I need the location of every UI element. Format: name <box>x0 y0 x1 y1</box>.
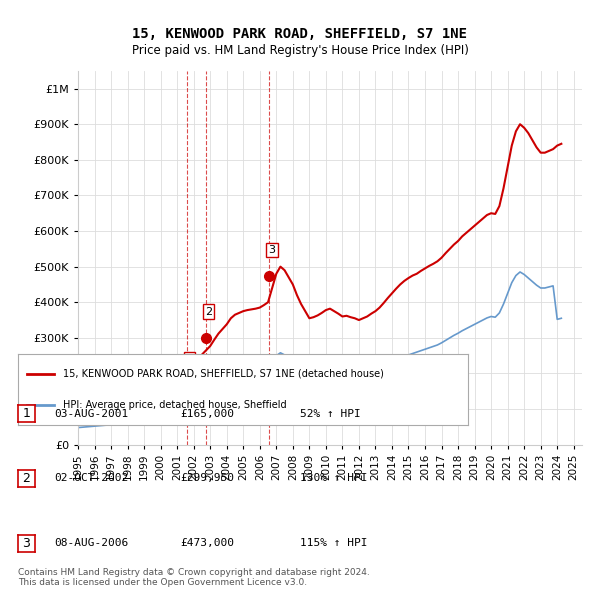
Text: 08-AUG-2006: 08-AUG-2006 <box>54 539 128 548</box>
Text: 115% ↑ HPI: 115% ↑ HPI <box>300 539 367 548</box>
Text: 15, KENWOOD PARK ROAD, SHEFFIELD, S7 1NE (detached house): 15, KENWOOD PARK ROAD, SHEFFIELD, S7 1NE… <box>63 369 384 379</box>
Text: 03-AUG-2001: 03-AUG-2001 <box>54 409 128 418</box>
Text: Price paid vs. HM Land Registry's House Price Index (HPI): Price paid vs. HM Land Registry's House … <box>131 44 469 57</box>
Text: 1: 1 <box>22 407 31 420</box>
Text: 130% ↑ HPI: 130% ↑ HPI <box>300 474 367 483</box>
Text: HPI: Average price, detached house, Sheffield: HPI: Average price, detached house, Shef… <box>63 400 287 410</box>
Text: 1: 1 <box>186 355 193 365</box>
Text: £473,000: £473,000 <box>180 539 234 548</box>
Text: £165,000: £165,000 <box>180 409 234 418</box>
Text: 3: 3 <box>22 537 31 550</box>
Text: £299,950: £299,950 <box>180 474 234 483</box>
Text: 3: 3 <box>268 245 275 255</box>
Text: 2: 2 <box>22 472 31 485</box>
Text: 52% ↑ HPI: 52% ↑ HPI <box>300 409 361 418</box>
Text: Contains HM Land Registry data © Crown copyright and database right 2024.
This d: Contains HM Land Registry data © Crown c… <box>18 568 370 587</box>
Text: 02-OCT-2002: 02-OCT-2002 <box>54 474 128 483</box>
Text: 15, KENWOOD PARK ROAD, SHEFFIELD, S7 1NE: 15, KENWOOD PARK ROAD, SHEFFIELD, S7 1NE <box>133 27 467 41</box>
Text: 2: 2 <box>205 307 212 316</box>
